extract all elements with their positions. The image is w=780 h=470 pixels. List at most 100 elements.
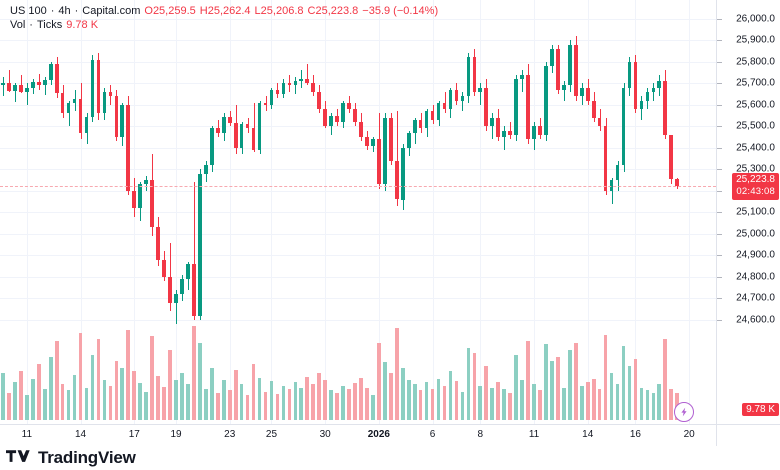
price-axis-tick	[717, 298, 722, 299]
candle-body	[394, 160, 399, 200]
candle-body	[96, 59, 101, 114]
candle-body	[430, 111, 435, 120]
candle-body	[323, 109, 328, 127]
candle-body	[508, 130, 512, 135]
volume-bar	[412, 384, 417, 420]
candle-body	[126, 104, 131, 191]
volume-bar	[192, 325, 196, 420]
volume-bar	[239, 384, 244, 420]
volume-badge[interactable]: 9.78 K	[742, 403, 779, 416]
volume-bar	[371, 394, 375, 420]
volume-bar	[13, 382, 17, 420]
gridline	[81, 0, 82, 424]
volume-bar	[251, 364, 256, 420]
volume-bar	[585, 382, 590, 420]
candle-body	[591, 100, 596, 118]
candle-wick	[671, 173, 672, 185]
time-axis-label: 16	[629, 429, 641, 440]
candle-body	[651, 87, 656, 92]
volume-bar	[603, 335, 608, 420]
price-axis-tick	[717, 255, 722, 256]
candle-body	[377, 139, 381, 185]
candle-body	[633, 61, 638, 110]
candle-wick	[176, 289, 177, 325]
volume-bar	[627, 366, 632, 420]
candle-body	[311, 83, 316, 92]
candle-body	[472, 57, 477, 92]
chart-plot-area[interactable]	[0, 0, 716, 424]
candle-body	[448, 89, 453, 110]
candle-body	[186, 264, 190, 280]
volume-bar	[460, 392, 465, 420]
candle-body	[418, 119, 423, 129]
time-axis-label: 8	[477, 429, 484, 440]
price-axis-label: 25,700.0	[736, 77, 775, 89]
volume-bar	[132, 371, 137, 420]
volume-bar	[156, 375, 160, 420]
price-axis-tick	[717, 320, 722, 321]
candle-body	[102, 91, 107, 114]
volume-bar	[663, 339, 668, 420]
candle-body	[585, 87, 590, 101]
candle-body	[526, 74, 530, 140]
candle-body	[114, 96, 119, 138]
time-axis-label: 20	[683, 429, 695, 440]
volume-bar	[478, 385, 483, 420]
candle-body	[406, 132, 411, 148]
candle-body	[347, 102, 351, 110]
candle-wick	[45, 76, 46, 96]
current-price-line	[0, 185, 716, 187]
volume-bar	[490, 387, 495, 420]
candle-wick	[510, 122, 511, 140]
current-price-badge[interactable]: 25,223.8 02:43:08	[732, 172, 779, 200]
candle-wick	[397, 111, 398, 206]
candle-body	[496, 117, 501, 138]
candle-body	[657, 81, 662, 88]
candle-body	[388, 117, 393, 161]
candle-wick	[15, 83, 16, 102]
volume-bar	[466, 348, 471, 420]
candle-body	[442, 102, 447, 110]
candle-body	[299, 79, 304, 82]
volume-bar	[287, 388, 292, 420]
price-axis-label: 25,500.0	[736, 120, 775, 132]
candle-wick	[69, 100, 70, 127]
time-axis[interactable]: 11 14 17 19 23 25 30 2026 6 8 11 14 16 20	[0, 424, 780, 447]
volume-bar	[591, 378, 596, 420]
volume-bar	[174, 380, 178, 420]
price-axis[interactable]: 26,000.0 25,900.0 25,800.0 25,700.0 25,600.0…	[716, 0, 780, 424]
candle-body	[156, 227, 160, 260]
candle-wick	[522, 70, 523, 92]
candle-wick	[462, 91, 463, 112]
candle-body	[90, 59, 95, 117]
candle-body	[180, 279, 184, 295]
candle-wick	[218, 119, 219, 138]
candle-wick	[194, 182, 195, 320]
candle-body	[371, 139, 375, 146]
price-axis-label: 25,300.0	[736, 163, 775, 175]
gridline	[480, 0, 481, 424]
lightning-bolt-icon[interactable]	[674, 402, 694, 422]
candle-body	[239, 124, 244, 148]
candle-wick	[9, 70, 10, 92]
volume-bar	[556, 357, 560, 420]
candle-wick	[254, 102, 255, 153]
volume-bar	[1, 373, 5, 420]
volume-bar	[388, 373, 393, 420]
tradingview-logo[interactable]: TradingView	[6, 448, 136, 467]
candle-body	[162, 259, 166, 277]
volume-bar	[293, 382, 298, 420]
gridline	[0, 255, 716, 256]
candle-body	[257, 102, 262, 150]
gridline	[0, 320, 716, 321]
volume-bar	[7, 393, 11, 420]
time-axis-label: 2026	[367, 429, 390, 440]
candle-body	[502, 130, 507, 138]
candle-body	[251, 128, 256, 150]
price-axis-label: 24,800.0	[736, 271, 775, 283]
candle-body	[615, 165, 620, 181]
tradingview-mark-icon	[6, 450, 30, 462]
candle-body	[329, 115, 333, 127]
candle-body	[520, 74, 524, 79]
